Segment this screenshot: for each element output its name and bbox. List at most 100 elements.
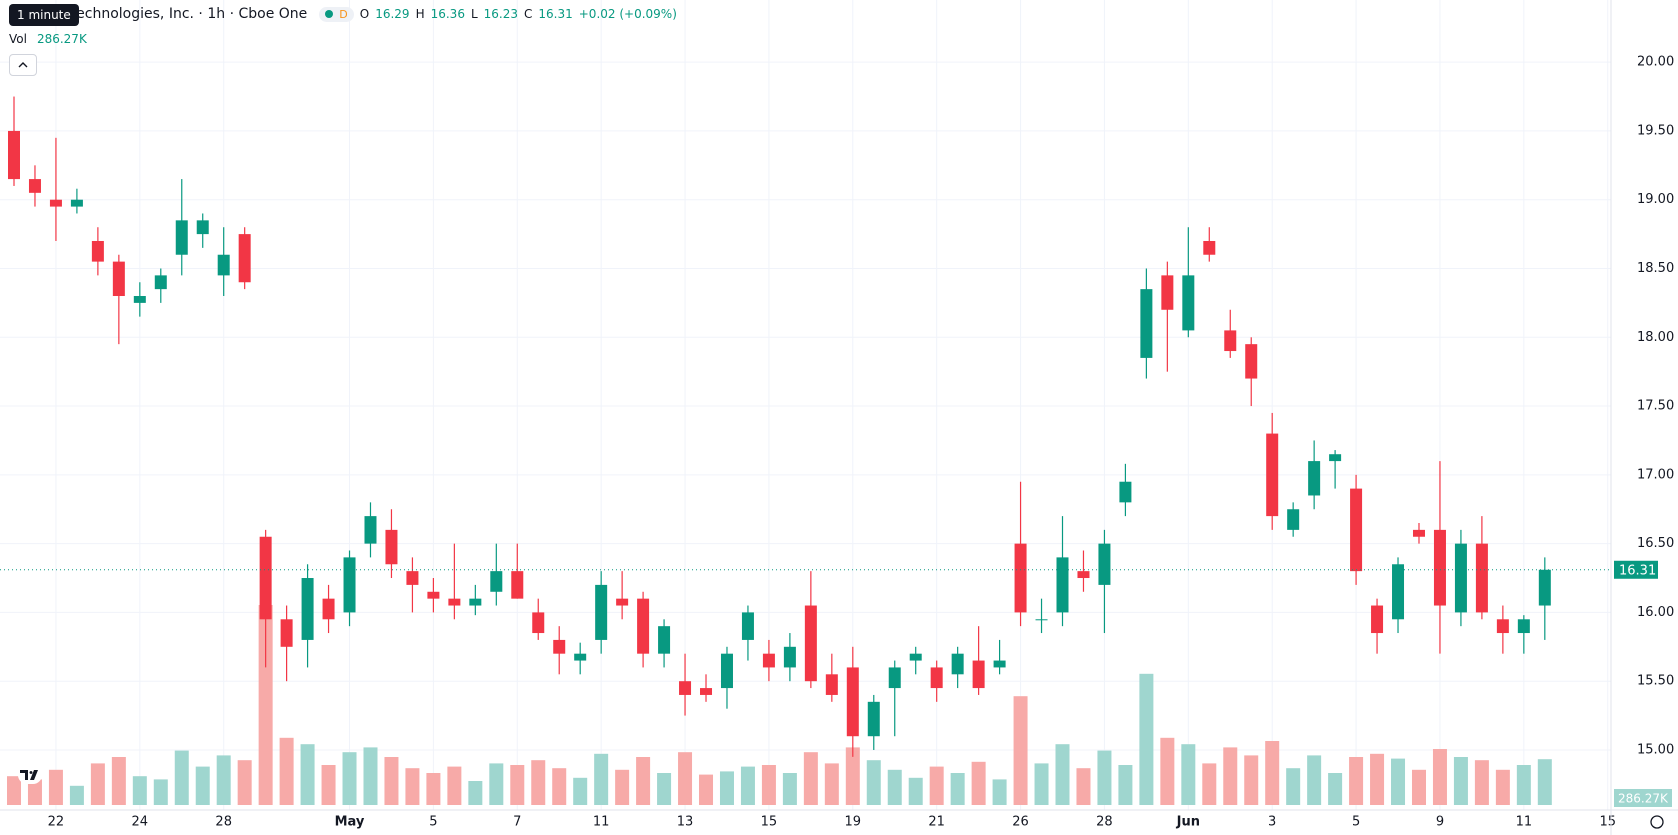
y-tick-label: 15.50 [1637, 674, 1674, 689]
candle-body [322, 598, 335, 620]
volume-badge-label: 286.27K [1618, 792, 1669, 806]
candle-body [448, 598, 461, 606]
volume-bar [237, 760, 252, 805]
x-tick-label: 19 [845, 815, 862, 830]
volume-bar [1181, 744, 1196, 805]
volume-bar [719, 771, 734, 805]
candle-body [637, 598, 650, 654]
volume-bar [1349, 757, 1364, 805]
symbol-title: Technologies, Inc. · 1h · Cboe One [70, 6, 308, 22]
y-tick-label: 17.50 [1637, 399, 1674, 414]
x-tick-label: 22 [48, 815, 65, 830]
candle-body [175, 220, 188, 255]
volume-bar [1160, 737, 1175, 805]
volume-bar [615, 769, 630, 805]
volume-bar [1118, 765, 1133, 805]
x-tick-label: Jun [1176, 815, 1200, 830]
volume-bar [384, 757, 399, 805]
candle-body [846, 667, 859, 737]
candle-body [406, 571, 419, 585]
volume-bar [342, 752, 357, 805]
candle-body [804, 605, 817, 682]
volume-bar [1537, 759, 1552, 805]
candle-body [616, 598, 629, 606]
settings-icon [1650, 815, 1664, 829]
x-tick-label: 11 [1516, 815, 1533, 830]
volume-bar [552, 768, 567, 805]
x-tick-label: 5 [429, 815, 437, 830]
volume-bar [1139, 673, 1154, 805]
volume-bar [90, 763, 105, 805]
candle-body [1350, 488, 1363, 572]
candle-body [867, 701, 880, 737]
candle-body [1329, 454, 1342, 462]
candle-body [490, 571, 503, 592]
volume-bar [1286, 768, 1301, 805]
price-badge [1614, 560, 1658, 579]
volume-bar [1474, 760, 1489, 805]
volume-bar [950, 773, 965, 805]
candle-body [658, 626, 671, 654]
candle-body [1412, 529, 1425, 537]
candle-body [1517, 619, 1530, 634]
volume-bar [405, 768, 420, 805]
volume-bar [258, 605, 273, 805]
candle-body [700, 688, 713, 695]
volume-bar [803, 752, 818, 805]
chevron-icon [18, 62, 28, 68]
volume-bar [929, 766, 944, 805]
low-label: L [470, 7, 478, 21]
x-tick-label: 13 [677, 815, 694, 830]
candle-body [49, 199, 62, 207]
volume-bar [174, 750, 189, 805]
x-tick-label: 28 [215, 815, 232, 830]
volume-bar [1328, 773, 1343, 805]
volume-bar [908, 777, 923, 805]
badge-text: D [339, 7, 348, 21]
candle-body [553, 639, 566, 654]
volume-bar [1307, 755, 1322, 805]
candle-body [1245, 344, 1258, 379]
high-label: H [415, 7, 425, 21]
candle-body [343, 557, 356, 613]
volume-bar [1370, 753, 1385, 805]
candle-body [1203, 240, 1216, 255]
candle-body [511, 571, 524, 599]
volume-bar [740, 766, 755, 805]
y-tick-label: 20.00 [1637, 55, 1674, 70]
candle-body [909, 653, 922, 661]
candle-body [1056, 557, 1069, 613]
candle-body [1538, 569, 1551, 606]
volume-bar [678, 752, 693, 805]
volume-bar [1391, 758, 1406, 805]
price-badge-label: 16.31 [1619, 563, 1656, 578]
x-tick-label: 7 [513, 815, 521, 830]
volume-bar [1495, 769, 1510, 805]
volume-bar [1202, 763, 1217, 805]
candle-body [1182, 275, 1195, 331]
legend-header: Technologies, Inc. · 1h · Cboe One D O 16… [70, 6, 677, 22]
volume-bar [489, 763, 504, 805]
volume-bar [1265, 741, 1280, 805]
candle-body [1454, 543, 1467, 613]
collapse-button[interactable] [9, 54, 37, 76]
volume-bar [636, 757, 651, 805]
y-tick-label: 19.50 [1637, 123, 1674, 138]
volume-bar [1076, 768, 1091, 805]
volume-bar [27, 779, 42, 805]
x-tick-label: 24 [132, 815, 149, 830]
volume-bar [1453, 757, 1468, 805]
y-tick-label: 16.50 [1637, 536, 1674, 551]
volume-bar [1223, 747, 1238, 805]
low-value: 16.23 [483, 7, 518, 21]
volume-bar [48, 769, 63, 805]
logo-bg [18, 766, 42, 784]
status-badge[interactable]: D [319, 6, 354, 22]
volume-bar [1516, 765, 1531, 805]
candle-body [532, 612, 545, 634]
x-tick-label: May [335, 815, 365, 830]
candle-body [1496, 619, 1509, 634]
volume-bar [887, 769, 902, 805]
volume-bar [321, 765, 336, 805]
